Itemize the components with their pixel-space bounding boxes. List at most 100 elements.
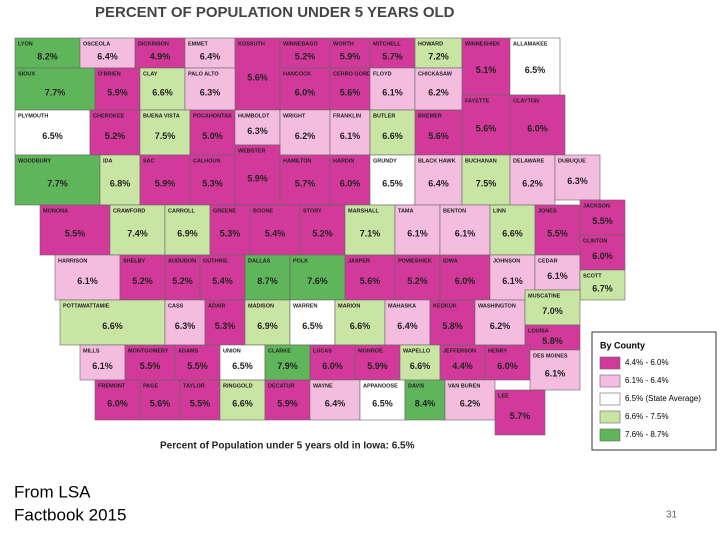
county bbox=[384, 299, 431, 346]
county-value: 7.5% bbox=[155, 131, 176, 141]
county-name: BUTLER bbox=[373, 113, 395, 119]
county-value: 6.1% bbox=[545, 368, 566, 378]
county-name: PAGE bbox=[143, 383, 159, 389]
county-value: 6.5% bbox=[372, 398, 393, 408]
county bbox=[279, 67, 331, 111]
county bbox=[444, 379, 496, 421]
county-name: CHEROKEE bbox=[93, 113, 125, 119]
county-value: 6.5% bbox=[42, 131, 63, 141]
county-name: MONONA bbox=[43, 208, 68, 214]
county bbox=[184, 67, 236, 111]
county-value: 5.2% bbox=[295, 51, 316, 61]
county bbox=[554, 154, 601, 201]
county-name: FLOYD bbox=[373, 71, 392, 77]
county-name: EMMET bbox=[188, 41, 209, 47]
county-name: MADISON bbox=[248, 303, 274, 309]
county-name: JOHNSON bbox=[493, 258, 520, 264]
legend-label: 6.6% - 7.5% bbox=[625, 412, 669, 421]
county-name: ALLAMAKEE bbox=[513, 41, 548, 47]
legend-swatch bbox=[599, 392, 621, 406]
county bbox=[461, 154, 511, 206]
county-value: 5.4% bbox=[212, 276, 233, 286]
county-value: 5.5% bbox=[187, 361, 208, 371]
county-value: 5.9% bbox=[277, 398, 298, 408]
county-value: 6.5% bbox=[382, 178, 403, 188]
county-value: 6.1% bbox=[407, 228, 428, 238]
map-title: PERCENT OF POPULATION UNDER 5 YEARS OLD bbox=[95, 4, 455, 21]
county-value: 5.2% bbox=[312, 228, 333, 238]
county bbox=[529, 349, 581, 391]
county bbox=[219, 379, 266, 421]
county-value: 5.2% bbox=[105, 131, 126, 141]
county-name: CLAYTON bbox=[513, 98, 539, 104]
county-value: 6.7% bbox=[592, 283, 613, 293]
county-value: 5.2% bbox=[172, 276, 193, 286]
county-value: 5.8% bbox=[442, 321, 463, 331]
county bbox=[524, 289, 581, 326]
county-value: 6.8% bbox=[110, 178, 131, 188]
county-value: 8.2% bbox=[37, 51, 58, 61]
county-value: 7.5% bbox=[476, 178, 497, 188]
county bbox=[139, 67, 186, 111]
county-name: PLYMOUTH bbox=[18, 113, 48, 119]
county-name: POLK bbox=[293, 258, 308, 264]
county-value: 7.2% bbox=[428, 51, 449, 61]
county-name: STORY bbox=[303, 208, 322, 214]
county-value: 4.9% bbox=[150, 51, 171, 61]
county-name: WRIGHT bbox=[283, 113, 306, 119]
county-value: 6.5% bbox=[302, 321, 323, 331]
county-name: JONES bbox=[538, 208, 557, 214]
county bbox=[369, 109, 416, 156]
county bbox=[289, 299, 336, 346]
county-value: 6.9% bbox=[177, 228, 198, 238]
county-value: 6.1% bbox=[502, 276, 523, 286]
county-name: WOODBURY bbox=[18, 158, 51, 164]
county-name: POTTAWATTAMIE bbox=[63, 303, 110, 309]
county-value: 5.9% bbox=[247, 173, 268, 183]
legend-swatch bbox=[599, 374, 621, 388]
county-name: MUSCATINE bbox=[528, 293, 561, 299]
legend: 4.4% - 6.0% 6.1% - 6.4% 6.5% (State Averag… bbox=[599, 356, 701, 442]
county-value: 5.6% bbox=[476, 123, 497, 133]
county-value: 6.0% bbox=[455, 276, 476, 286]
county-name: JASPER bbox=[348, 258, 370, 264]
county bbox=[14, 154, 101, 206]
county-name: LINN bbox=[493, 208, 506, 214]
county-name: POWESHIEK bbox=[398, 258, 432, 264]
county-name: WEBSTER bbox=[238, 148, 266, 154]
county bbox=[234, 144, 281, 206]
county-value: 5.3% bbox=[202, 178, 223, 188]
county-name: TAMA bbox=[398, 208, 414, 214]
county-name: CLARKE bbox=[268, 348, 291, 354]
county-name: MARSHALL bbox=[348, 208, 379, 214]
county-name: DAVIS bbox=[408, 383, 425, 389]
county-name: HENRY bbox=[488, 348, 507, 354]
county bbox=[394, 204, 441, 256]
county-name: GREENE bbox=[213, 208, 237, 214]
county-value: 6.2% bbox=[490, 321, 511, 331]
county bbox=[534, 204, 581, 256]
county-value: 6.6% bbox=[382, 131, 403, 141]
county-value: 6.4% bbox=[325, 398, 346, 408]
county bbox=[14, 109, 91, 156]
county-name: PALO ALTO bbox=[188, 71, 219, 77]
county-name: IOWA bbox=[443, 258, 458, 264]
county-value: 6.1% bbox=[455, 228, 476, 238]
county bbox=[59, 299, 166, 346]
county-value: 6.9% bbox=[257, 321, 278, 331]
county-name: BREMER bbox=[418, 113, 442, 119]
county bbox=[279, 109, 331, 156]
county-name: OSCEOLA bbox=[83, 41, 110, 47]
county-name: DALLAS bbox=[248, 258, 271, 264]
county-value: 7.0% bbox=[542, 306, 563, 316]
county-value: 6.1% bbox=[77, 276, 98, 286]
county-value: 6.2% bbox=[460, 398, 481, 408]
county-value: 5.6% bbox=[247, 72, 268, 82]
county bbox=[79, 344, 126, 381]
county bbox=[54, 254, 121, 301]
county-value: 5.5% bbox=[547, 228, 568, 238]
county-name: HAMILTON bbox=[283, 158, 312, 164]
county-name: SIOUX bbox=[18, 71, 35, 77]
county-value: 6.0% bbox=[497, 361, 518, 371]
county-name: FREMONT bbox=[98, 383, 126, 389]
